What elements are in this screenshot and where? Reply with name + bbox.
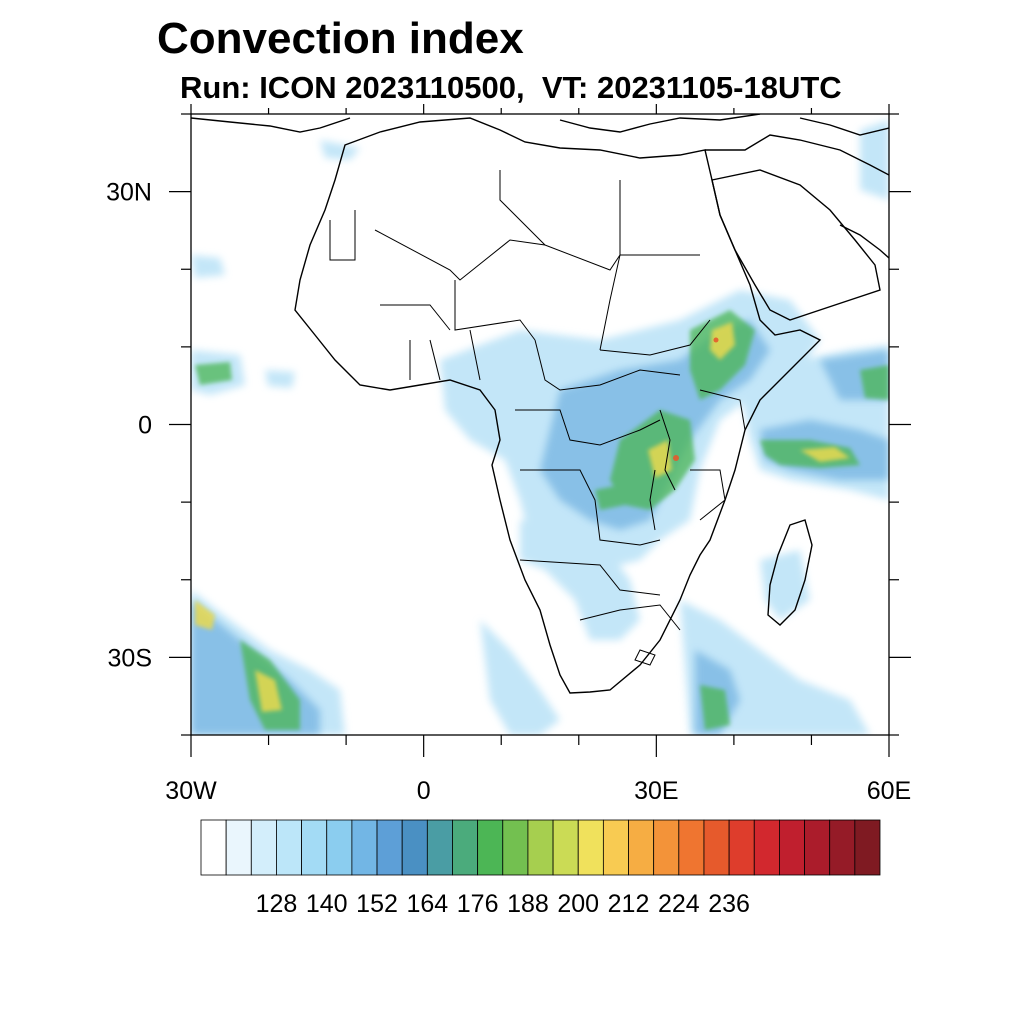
- colorbar-swatch: [250, 819, 277, 876]
- x-tick-label: 60E: [867, 777, 911, 805]
- colorbar-label: 200: [557, 890, 599, 918]
- colorbar-swatch: [426, 819, 453, 876]
- x-tick-label: 0: [417, 777, 431, 805]
- colorbar-swatch: [678, 819, 705, 876]
- colorbar-swatch: [477, 819, 504, 876]
- colorbar-swatch: [200, 819, 227, 876]
- colorbar-swatch: [653, 819, 680, 876]
- colorbar-swatch: [401, 819, 428, 876]
- convection-field: [191, 120, 889, 735]
- coastlines: [191, 114, 889, 694]
- colorbar-swatch: [703, 819, 730, 876]
- y-tick-label: 30S: [108, 644, 152, 672]
- chart-subtitle: Run: ICON 2023110500, VT: 20231105-18UTC: [180, 70, 842, 105]
- chart-title: Convection index: [157, 14, 524, 63]
- colorbar-swatch: [854, 819, 881, 876]
- axes: 30W 0 30E 60E 30N 0 30S: [106, 104, 911, 805]
- colorbar-label: 212: [608, 890, 650, 918]
- colorbar-label: 224: [658, 890, 700, 918]
- country-borders: [329, 170, 746, 666]
- colorbar-swatch: [527, 819, 554, 876]
- y-tick-label: 0: [138, 412, 152, 440]
- colorbar-label: 164: [406, 890, 448, 918]
- colorbar-label: 236: [708, 890, 750, 918]
- x-tick-label: 30W: [165, 777, 217, 805]
- y-tick-label: 30N: [106, 179, 152, 207]
- colorbar-swatch: [779, 819, 805, 876]
- colorbar-swatch: [602, 819, 629, 876]
- colorbar-swatch: [829, 819, 856, 876]
- colorbar-label: 152: [356, 890, 398, 918]
- colorbar-swatch: [351, 819, 378, 876]
- colorbar-swatch: [628, 819, 655, 876]
- colorbar-swatch: [728, 819, 755, 876]
- colorbar-swatch: [452, 819, 479, 876]
- colorbar: 128 140 152 164 176 188 200 212 224 236: [200, 819, 881, 918]
- colorbar-swatch: [577, 819, 604, 876]
- colorbar-label: 128: [256, 890, 298, 918]
- colorbar-label: 140: [306, 890, 348, 918]
- colorbar-swatch: [276, 819, 302, 876]
- colorbar-swatch: [753, 819, 780, 876]
- colorbar-label: 176: [457, 890, 499, 918]
- colorbar-swatch: [326, 819, 353, 876]
- colorbar-swatch: [552, 819, 579, 876]
- x-tick-label: 30E: [634, 777, 678, 805]
- colorbar-swatch: [225, 819, 252, 876]
- colorbar-swatch: [502, 819, 529, 876]
- colorbar-swatch: [376, 819, 403, 876]
- colorbar-swatch: [804, 819, 831, 876]
- colorbar-label: 188: [507, 890, 549, 918]
- colorbar-swatch: [301, 819, 328, 876]
